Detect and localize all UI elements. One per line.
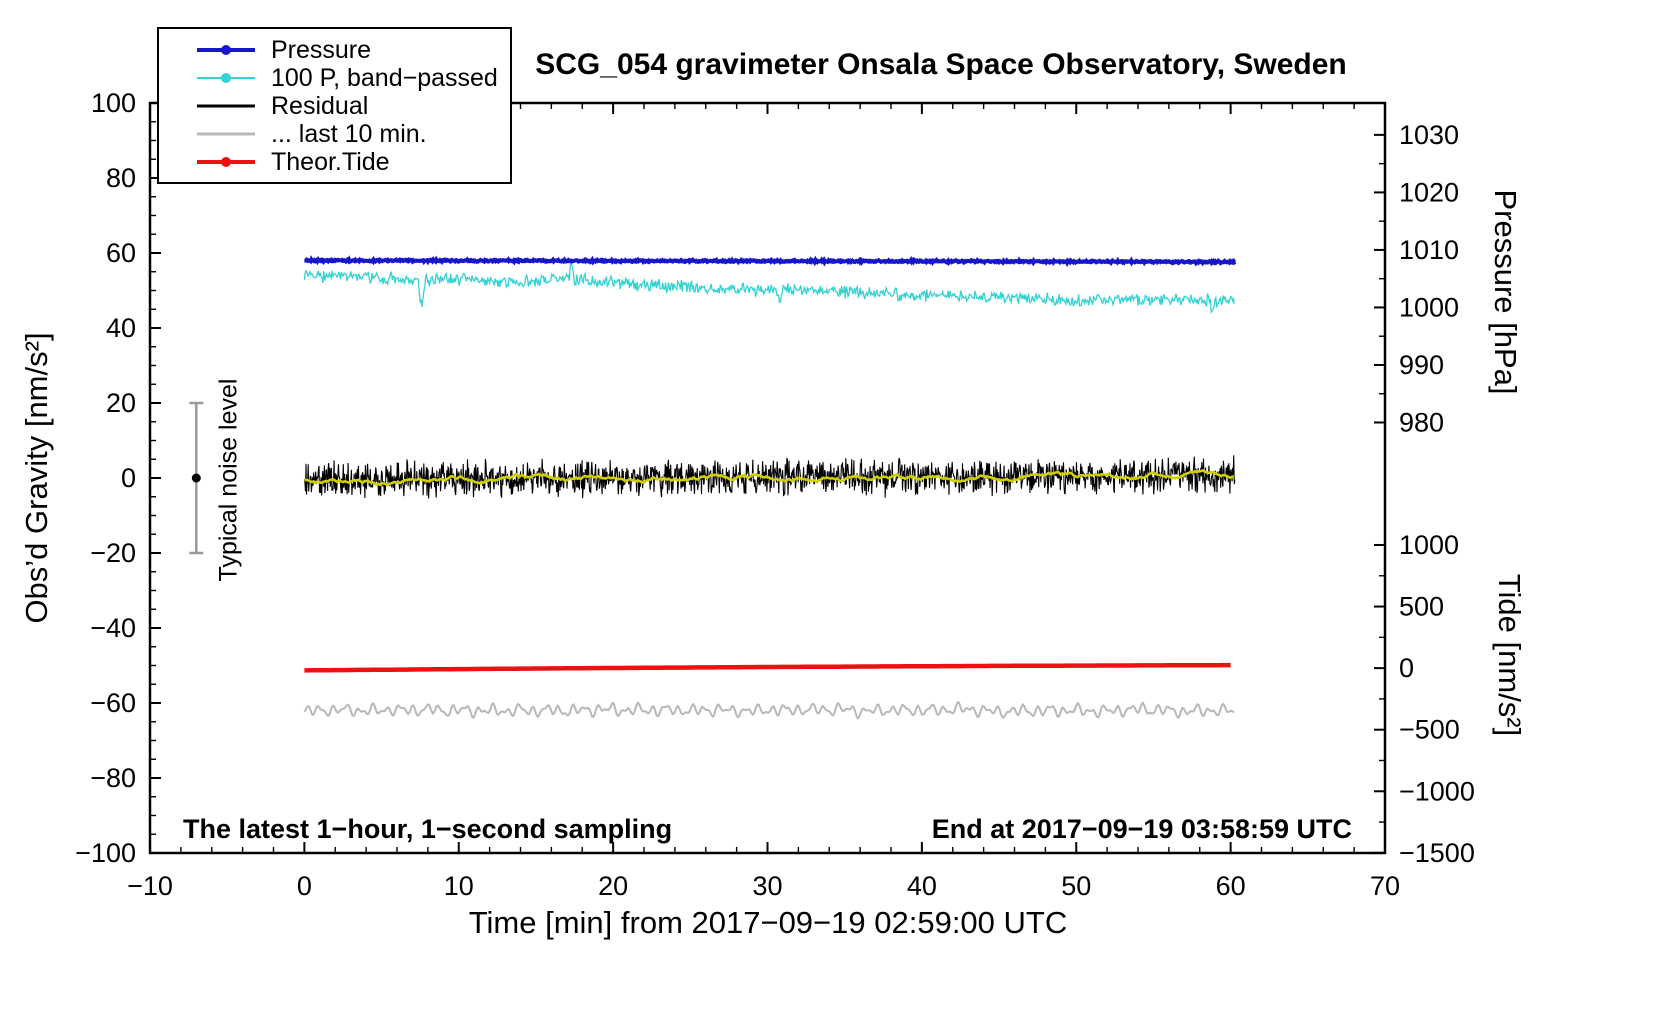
series-theor_tide [304, 662, 1231, 673]
legend-item: Pressure [159, 36, 510, 64]
tick-label: −60 [90, 688, 136, 718]
legend: Pressure 100 P, band−passed Residual... la… [157, 27, 512, 184]
legend-item-label: ... last 10 min. [271, 119, 427, 148]
legend-marker-dot [221, 157, 231, 167]
y-axis-label-pressure: Pressure [hPa] [1488, 189, 1523, 395]
series-pressure [304, 255, 1237, 268]
tick-label: 60 [1216, 871, 1246, 901]
tick-label: 100 [91, 88, 136, 118]
legend-swatch-line [197, 120, 255, 148]
legend-swatch-line [197, 92, 255, 120]
tick-label: 20 [598, 871, 628, 901]
legend-item: Residual [159, 92, 510, 120]
tick-label: 0 [121, 463, 136, 493]
legend-item: Theor.Tide [159, 148, 510, 176]
legend-item: ... last 10 min. [159, 120, 510, 148]
tick-label: 10 [444, 871, 474, 901]
tick-label: −10 [127, 871, 173, 901]
tick-label: 40 [106, 313, 136, 343]
tick-label: 60 [106, 238, 136, 268]
series-residual_smoothed [304, 468, 1234, 487]
tick-label: 1030 [1399, 120, 1459, 150]
tick-label: 0 [297, 871, 312, 901]
tick-label: 1020 [1399, 177, 1459, 207]
tick-label: 990 [1399, 350, 1444, 380]
legend-item-label: Pressure [271, 35, 372, 64]
tick-label: −20 [90, 538, 136, 568]
legend-item-label: Theor.Tide [271, 147, 390, 176]
tick-label: 500 [1399, 592, 1444, 622]
tick-label: 1000 [1399, 530, 1459, 560]
legend-marker-dot [221, 73, 231, 83]
tick-label: −100 [75, 838, 136, 868]
tick-label: 1010 [1399, 235, 1459, 265]
tick-label: 0 [1399, 653, 1414, 683]
noise-level-dot [191, 473, 201, 483]
noise-level-label: Typical noise level [214, 378, 243, 582]
legend-item: 100 P, band−passed [159, 64, 510, 92]
sampling-note: The latest 1−hour, 1−second sampling [183, 814, 673, 844]
series-band_passed [303, 261, 1235, 315]
series-residual_last_10_min [303, 701, 1235, 720]
tick-label: 980 [1399, 408, 1444, 438]
legend-marker-dot [221, 45, 231, 55]
tick-label: 70 [1370, 871, 1400, 901]
tick-label: 20 [106, 388, 136, 418]
tick-label: 50 [1061, 871, 1091, 901]
legend-item-label: 100 P, band−passed [271, 63, 498, 92]
legend-swatch-line [197, 148, 255, 176]
tick-label: −80 [90, 763, 136, 793]
tick-label: −1500 [1399, 838, 1475, 868]
tick-label: −500 [1399, 715, 1460, 745]
end-time-note: End at 2017−09−19 03:58:59 UTC [931, 814, 1352, 844]
tick-label: 1000 [1399, 292, 1459, 322]
legend-swatch-line [197, 64, 255, 92]
tick-label: 80 [106, 163, 136, 193]
tick-label: 30 [752, 871, 782, 901]
x-axis-label: Time [min] from 2017−09−19 02:59:00 UTC [468, 905, 1068, 940]
tick-label: −40 [90, 613, 136, 643]
y-axis-label-tide: Tide [nm/s²] [1492, 573, 1527, 737]
tick-label: −1000 [1399, 776, 1475, 806]
y-axis-label-gravity: Obs’d Gravity [nm/s²] [19, 332, 54, 624]
chart-title: SCG_054 gravimeter Onsala Space Observat… [535, 48, 1347, 81]
legend-swatch-line [197, 36, 255, 64]
tick-label: 40 [907, 871, 937, 901]
legend-item-label: Residual [271, 91, 369, 120]
